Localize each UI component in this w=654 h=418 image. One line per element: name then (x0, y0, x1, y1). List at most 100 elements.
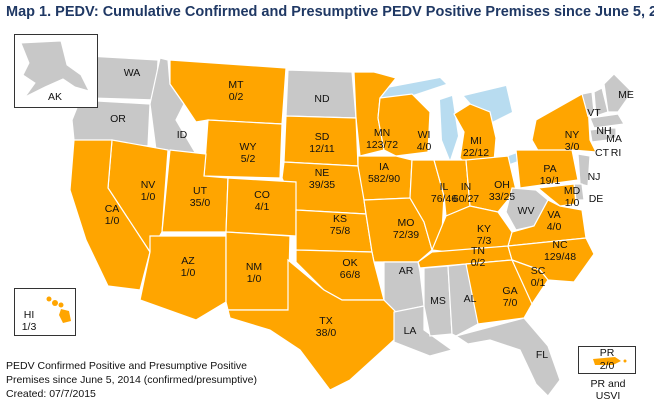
state-label-wi: WI (418, 129, 431, 141)
state-label-il: IL (440, 181, 449, 193)
state-label-mn: MN (374, 127, 390, 139)
state-value-ca: 1/0 (105, 215, 120, 227)
state-label-nd: ND (314, 93, 330, 105)
pr-shape (593, 357, 627, 365)
state-value-in: 60/27 (453, 193, 479, 205)
hawaii-value: 1/3 (21, 321, 37, 333)
state-value-sc: 0/1 (531, 277, 546, 289)
state-value-mn: 123/72 (366, 139, 398, 151)
state-label-tx: TX (319, 315, 332, 327)
state-label-ms: MS (430, 295, 446, 307)
state-label-mt: MT (228, 79, 244, 91)
state-label-la: LA (404, 325, 417, 337)
legend-line-2: Premises since June 5, 2014 (confirmed/p… (6, 374, 257, 386)
state-label-az: AZ (181, 255, 195, 267)
state-label-ct: CT (595, 147, 610, 159)
pr-inset: PR 2/0 (578, 346, 636, 374)
state-label-ri: RI (611, 147, 622, 159)
state-ri (607, 127, 617, 140)
state-value-ia: 582/90 (368, 173, 400, 185)
state-value-nv: 1/0 (141, 191, 156, 203)
state-value-va: 4/0 (547, 221, 562, 233)
pr-value: 2/0 (599, 360, 615, 372)
state-label-nj: NJ (588, 171, 601, 183)
state-label-ky: KY (477, 223, 491, 235)
state-wi (377, 93, 431, 157)
alaska-inset: AK (14, 34, 98, 108)
state-ca (69, 139, 151, 291)
alaska-label: AK (47, 91, 62, 103)
state-label-va: VA (547, 209, 560, 221)
state-label-md: MD (564, 185, 581, 197)
state-value-md: 1/0 (565, 197, 580, 209)
state-label-wy: WY (240, 141, 257, 153)
state-me (603, 73, 633, 113)
state-label-id: ID (177, 129, 188, 141)
state-label-al: AL (464, 293, 477, 305)
state-label-in: IN (461, 181, 472, 193)
state-label-ca: CA (105, 203, 120, 215)
state-label-mi: MI (470, 135, 482, 147)
state-value-il: 76/46 (431, 193, 457, 205)
state-value-nm: 1/0 (247, 273, 262, 285)
state-label-or: OR (110, 113, 126, 125)
hawaii-inset: HI 1/3 (14, 288, 76, 336)
state-value-co: 4/1 (255, 201, 270, 213)
state-label-ny: NY (565, 129, 580, 141)
state-value-tx: 38/0 (316, 327, 337, 339)
state-label-vt: VT (587, 107, 601, 119)
pr-label: PR (599, 347, 615, 359)
state-pa (515, 149, 579, 189)
state-label-wa: WA (124, 67, 141, 79)
state-label-co: CO (254, 189, 270, 201)
state-value-az: 1/0 (181, 267, 196, 279)
state-tx (227, 258, 397, 391)
state-md (536, 183, 577, 207)
state-label-ks: KS (333, 213, 347, 225)
state-value-mo: 72/39 (393, 229, 419, 241)
state-value-sd: 12/11 (309, 143, 335, 155)
state-value-wy: 5/2 (241, 153, 256, 165)
state-label-nh: NH (596, 125, 611, 137)
state-mt (169, 59, 287, 125)
state-label-ut: UT (193, 185, 208, 197)
state-label-tn: TN (471, 245, 485, 257)
alaska-shape (20, 40, 90, 98)
state-label-ia: IA (379, 161, 389, 173)
state-value-oh: 33/25 (489, 191, 515, 203)
state-label-de: DE (589, 193, 604, 205)
state-oh (465, 155, 517, 213)
state-vt (581, 91, 595, 117)
state-value-nc: 129/48 (544, 251, 576, 263)
state-label-oh: OH (494, 179, 510, 191)
state-ms (423, 265, 453, 337)
state-label-wv: WV (518, 205, 535, 217)
state-label-ne: NE (315, 167, 330, 179)
state-value-ny: 3/0 (565, 141, 580, 153)
state-value-ne: 39/35 (309, 179, 335, 191)
hawaii-shape (46, 296, 71, 323)
hawaii-label: HI (23, 309, 35, 321)
state-value-wi: 4/0 (417, 141, 432, 153)
state-label-fl: FL (536, 349, 548, 361)
legend-line-1: PEDV Confirmed Positive and Presumptive … (6, 360, 248, 372)
state-label-pa: PA (543, 163, 556, 175)
state-label-nm: NM (246, 261, 262, 273)
state-id (149, 57, 198, 155)
state-al (447, 263, 479, 337)
map-title: Map 1. PEDV: Cumulative Confirmed and Pr… (6, 4, 654, 20)
state-label-ar: AR (399, 265, 414, 277)
state-value-ok: 66/8 (340, 269, 361, 281)
state-value-pa: 19/1 (540, 175, 561, 187)
state-value-ga: 7/0 (503, 297, 518, 309)
state-nj (577, 153, 591, 187)
state-value-mt: 0/2 (229, 91, 244, 103)
created-date: Created: 07/7/2015 (6, 388, 96, 400)
state-value-ky: 7/3 (477, 235, 492, 247)
state-fl (454, 317, 561, 397)
state-label-me: ME (618, 89, 634, 101)
state-ma (589, 113, 625, 129)
state-value-ks: 75/8 (330, 225, 351, 237)
